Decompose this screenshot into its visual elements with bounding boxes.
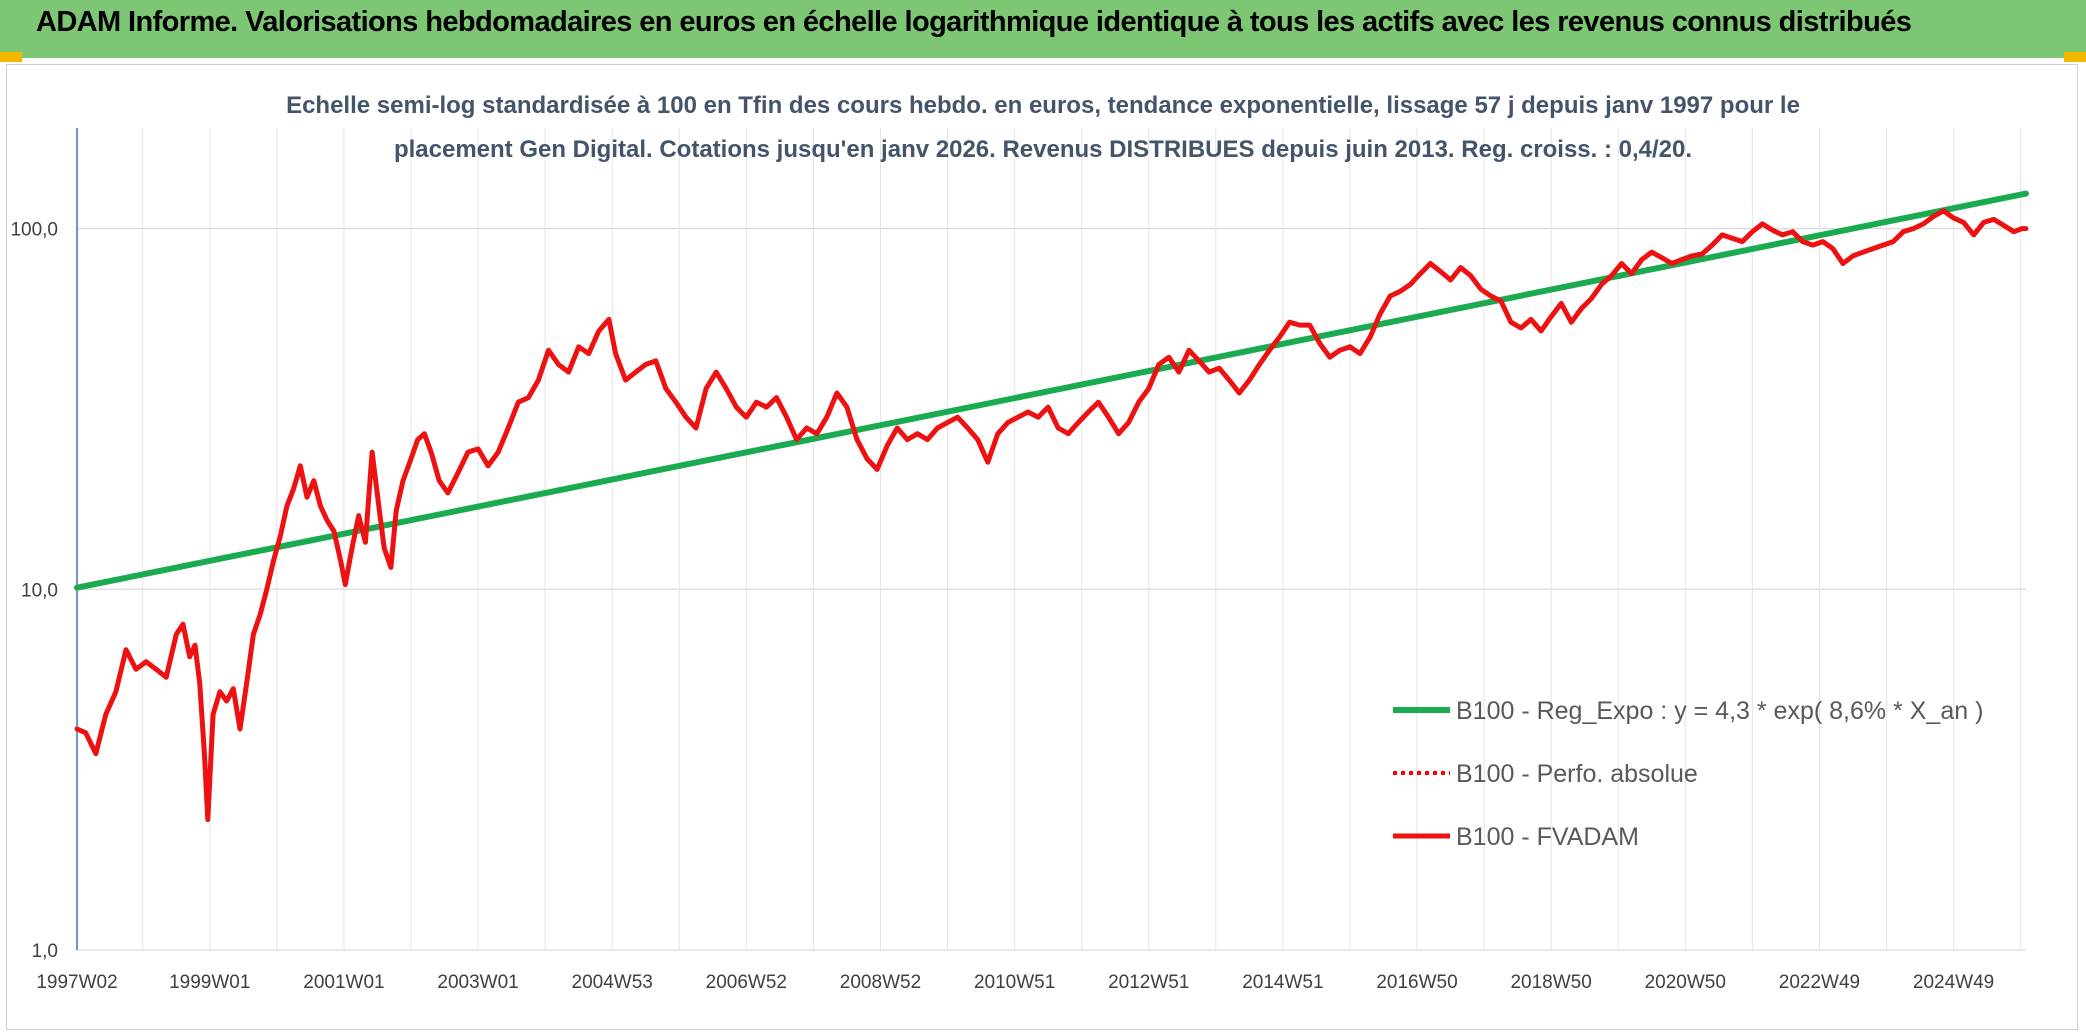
y-tick-label: 1,0 [32, 941, 58, 962]
x-tick-label: 1997W02 [36, 972, 117, 993]
chart-subtitle: Echelle semi-log standardisée à 100 en T… [286, 92, 1800, 163]
y-tick-label: 100,0 [10, 220, 58, 241]
x-tick-label: 2008W52 [840, 972, 921, 993]
y-tick-labels: 1,0 10,0 100,0 [10, 220, 58, 962]
x-tick-label: 1999W01 [169, 972, 250, 993]
corner-accent-right [2064, 52, 2086, 62]
legend-label: B100 - Perfo. absolue [1456, 760, 1698, 788]
x-tick-label: 2022W49 [1779, 972, 1860, 993]
header-banner: ADAM Informe. Valorisations hebdomadaire… [0, 0, 2086, 58]
report-title: ADAM Informe. Valorisations hebdomadaire… [36, 6, 1912, 38]
legend: B100 - Reg_Expo : y = 4,3 * exp( 8,6% * … [1393, 697, 1983, 851]
x-tick-label: 2004W53 [572, 972, 653, 993]
x-tick-label: 2016W50 [1376, 972, 1457, 993]
corner-accent-left [0, 52, 22, 62]
x-tick-label: 2010W51 [974, 972, 1055, 993]
chart-title-line: placement Gen Digital. Cotations jusqu'e… [394, 136, 1692, 163]
x-tick-label: 2018W50 [1510, 972, 1591, 993]
series-line-2 [74, 208, 2029, 822]
x-tick-label: 2003W01 [437, 972, 518, 993]
legend-label: B100 - Reg_Expo : y = 4,3 * exp( 8,6% * … [1456, 697, 1983, 725]
x-tick-labels: 1997W02 1999W01 2001W01 2003W01 2004W53 2006W… [36, 972, 1994, 993]
chart-frame [6, 64, 2078, 1030]
x-tick-label: 2024W49 [1913, 972, 1994, 993]
x-tick-label: 2001W01 [303, 972, 384, 993]
x-tick-label: 2020W50 [1645, 972, 1726, 993]
y-tick-label: 10,0 [21, 580, 58, 601]
legend-label: B100 - FVADAM [1456, 823, 1639, 851]
series-line-0 [74, 190, 2029, 591]
series-lines [74, 190, 2029, 822]
chart-title-line: Echelle semi-log standardisée à 100 en T… [286, 92, 1800, 119]
x-tick-label: 2014W51 [1242, 972, 1323, 993]
x-tick-label: 2006W52 [706, 972, 787, 993]
x-tick-label: 2012W51 [1108, 972, 1189, 993]
